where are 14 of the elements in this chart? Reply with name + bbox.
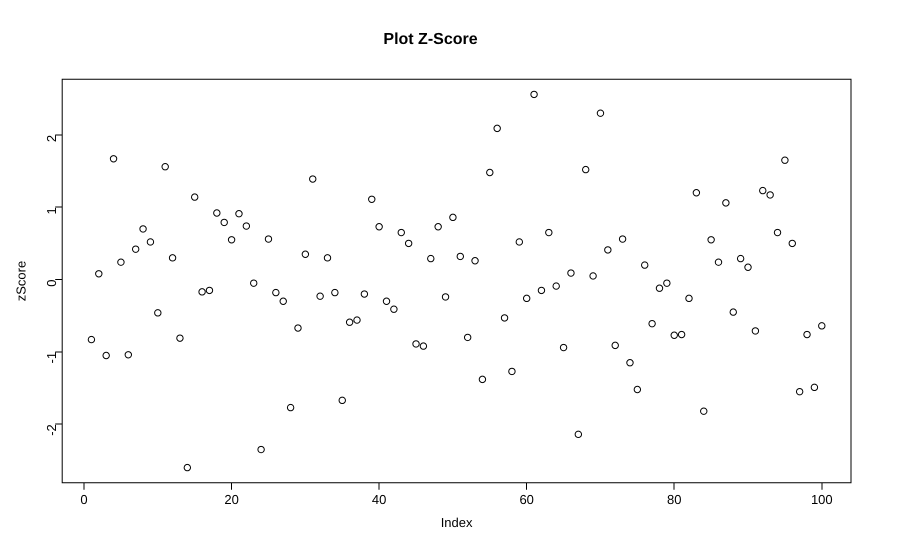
x-tick-label: 40: [372, 492, 386, 508]
x-tick-label: 20: [224, 492, 239, 508]
chart-title: Plot Z-Score: [383, 31, 478, 48]
y-tick-label: 0: [44, 280, 59, 287]
x-axis-title: Index: [440, 514, 473, 530]
y-tick-label: -2: [44, 424, 59, 436]
y-tick-label: 2: [44, 134, 59, 142]
x-tick-label: 100: [810, 492, 833, 508]
x-tick-label: 60: [519, 492, 534, 508]
x-tick-label: 0: [80, 492, 88, 508]
x-tick-label: 80: [667, 492, 682, 508]
y-tick-label: -1: [44, 352, 59, 364]
y-axis-title: zScore: [13, 260, 28, 302]
y-tick-label: 1: [44, 207, 59, 214]
